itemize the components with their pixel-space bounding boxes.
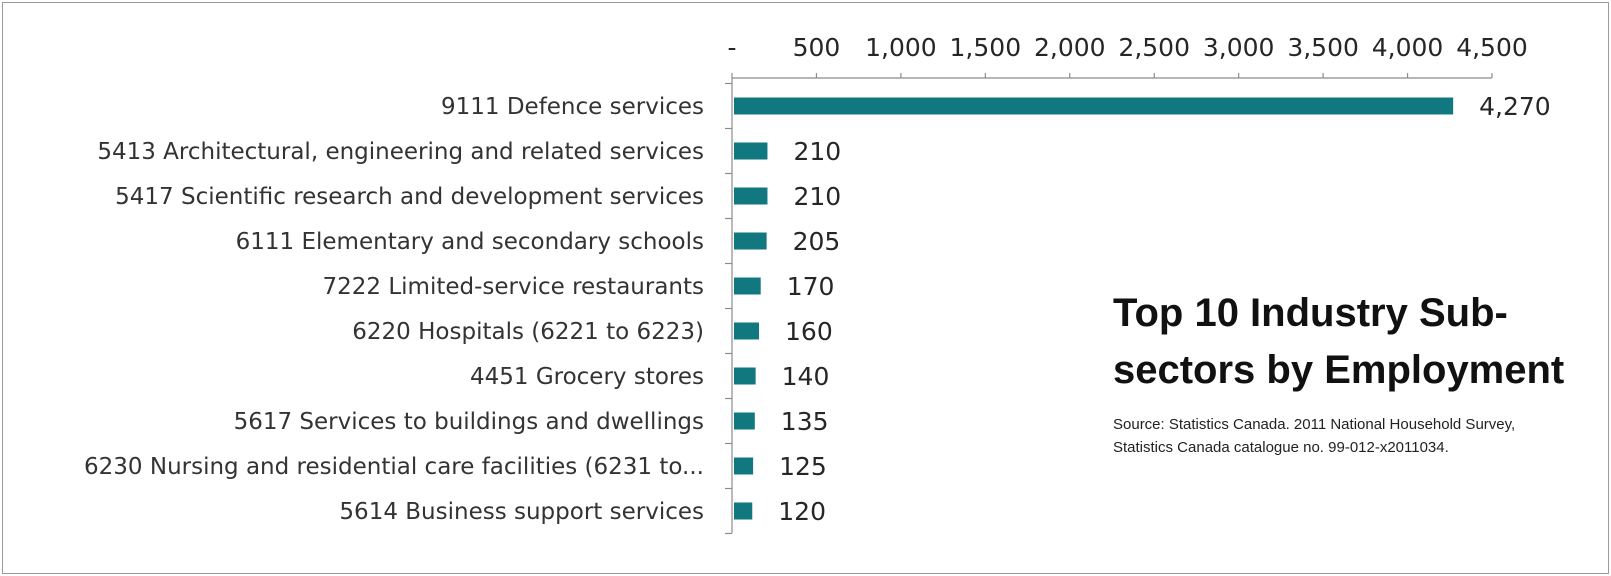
x-tick-label: 3,000 [1203,33,1275,62]
x-tick-label: 2,500 [1118,33,1190,62]
x-tick-label: 2,000 [1034,33,1106,62]
bar [734,187,768,205]
category-label: 5617 Services to buildings and dwellings [234,409,704,435]
bar [734,502,753,520]
bar [734,412,755,430]
bar [734,142,768,160]
category-label: 9111 Defence services [441,94,704,120]
x-tick-label: 1,000 [865,33,937,62]
bar [734,322,760,340]
bar [734,97,1454,115]
data-label: 120 [778,497,826,526]
x-tick-label: 4,000 [1372,33,1444,62]
data-label: 140 [782,362,830,391]
chart-title: Top 10 Industry Sub-sectors by Employmen… [1113,291,1565,392]
data-label: 4,270 [1479,92,1551,121]
data-label: 160 [785,317,833,346]
data-label: 135 [781,407,829,436]
x-tick-label: 1,500 [950,33,1022,62]
x-tick-label: - [727,33,736,62]
data-label: 125 [779,452,827,481]
x-tick-label: 4,500 [1456,33,1528,62]
category-label: 7222 Limited-service restaurants [322,274,704,300]
category-label: 5614 Business support services [339,499,704,525]
x-tick-label: 500 [793,33,841,62]
chart-source: Source: Statistics Canada. 2011 National… [1113,416,1516,456]
bars-group: 9111 Defence services 4,270 5413 Architect… [84,92,1551,526]
category-label: 6230 Nursing and residential care facili… [84,454,704,480]
axis-group: - 500 1,000 1,500 2,000 2,500 3,000 3,500 4,000 4… [725,33,1528,535]
bar [734,367,756,385]
category-label: 5417 Scientific research and development… [115,184,704,210]
x-tick-label: 3,500 [1287,33,1359,62]
bar [734,232,767,250]
bar-chart: - 500 1,000 1,500 2,000 2,500 3,000 3,500 4,000 4… [84,33,1551,535]
data-label: 170 [787,272,835,301]
category-label: 4451 Grocery stores [470,364,704,390]
bar [734,457,754,475]
bar [734,277,761,295]
data-label: 210 [793,137,841,166]
category-label: 5413 Architectural, engineering and rela… [97,139,704,165]
data-label: 205 [793,227,841,256]
category-label: 6111 Elementary and secondary schools [236,229,704,255]
title-block: Top 10 Industry Sub-sectors by Employmen… [1113,285,1573,459]
category-label: 6220 Hospitals (6221 to 6223) [352,319,704,345]
data-label: 210 [793,182,841,211]
